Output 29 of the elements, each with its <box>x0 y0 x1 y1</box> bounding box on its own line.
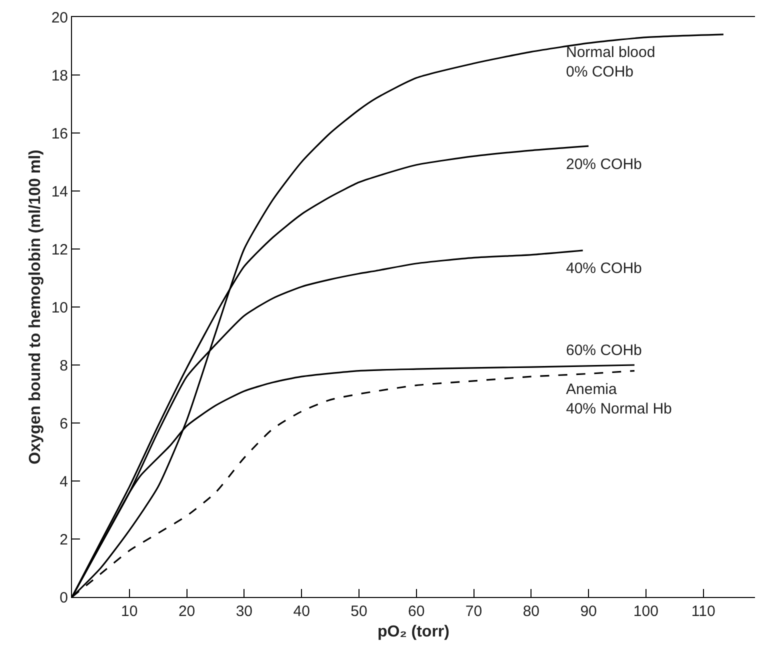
y-tick-label: 6 <box>60 415 68 432</box>
x-tick-label: 70 <box>465 603 482 620</box>
y-tick-label: 14 <box>51 183 68 200</box>
y-tick-label: 8 <box>60 357 68 374</box>
y-tick-label: 2 <box>60 531 68 548</box>
x-tick-label: 110 <box>691 603 716 620</box>
y-tick-label: 10 <box>51 299 68 316</box>
x-tick-label: 10 <box>121 603 138 620</box>
x-tick-label: 60 <box>408 603 425 620</box>
x-tick-label: 30 <box>236 603 253 620</box>
x-tick-label: 20 <box>178 603 196 620</box>
y-tick-label: 20 <box>51 9 68 26</box>
x-tick-label: 50 <box>350 603 368 620</box>
y-tick-label: 16 <box>51 125 68 142</box>
x-axis-title: pO₂ (torr) <box>378 624 450 641</box>
y-tick-label: 12 <box>51 241 68 258</box>
series-label: 20% COHb <box>566 156 642 173</box>
series-label: 60% COHb <box>566 342 642 359</box>
x-tick-label: 40 <box>293 603 310 620</box>
y-tick-label: 18 <box>51 67 68 84</box>
y-tick-label: 0 <box>60 589 68 606</box>
x-tick-label: 100 <box>633 603 658 620</box>
x-tick-label: 90 <box>580 603 597 620</box>
x-tick-label: 80 <box>522 603 540 620</box>
series-label: Anemia 40% Normal Hb <box>566 381 672 418</box>
series-label: Normal blood 0% COHb <box>566 44 656 80</box>
y-axis-title: Oxygen bound to hemoglobin (ml/100 ml) <box>27 150 44 464</box>
y-tick-label: 4 <box>60 473 68 490</box>
series-label: 40% COHb <box>566 260 642 277</box>
